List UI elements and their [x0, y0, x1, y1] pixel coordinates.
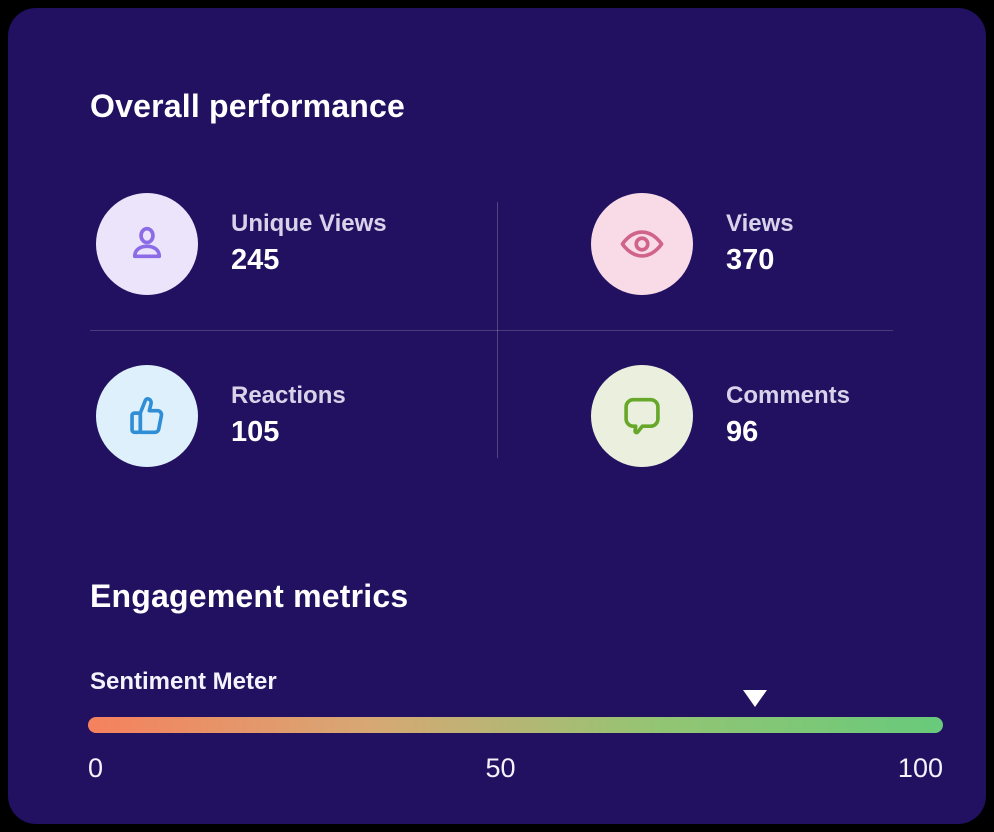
vertical-divider	[497, 202, 498, 458]
metric-value: 105	[231, 416, 280, 449]
overall-performance-title: Overall performance	[90, 88, 406, 124]
analytics-card: Overall performance Unique Views 245 Vie…	[8, 8, 986, 824]
scale-max-label: 100	[897, 753, 943, 783]
metric-label: Comments	[726, 381, 851, 409]
metric-label: Views	[726, 209, 794, 237]
sentiment-gradient-bar	[88, 717, 943, 733]
metric-label: Unique Views	[231, 209, 387, 237]
sentiment-meter-label: Sentiment Meter	[90, 668, 277, 695]
thumbs-up-icon-circle	[96, 365, 198, 467]
metric-label: Reactions	[231, 381, 346, 409]
person-icon	[132, 226, 162, 259]
comment-icon	[624, 397, 660, 435]
scale-mid-label: 50	[485, 753, 516, 783]
metric-views: Views 370	[591, 192, 794, 296]
sentiment-marker-icon[interactable]	[742, 690, 767, 707]
metric-value: 245	[231, 244, 280, 277]
eye-icon-circle	[591, 193, 693, 295]
horizontal-divider	[90, 330, 893, 331]
scale-min-label: 0	[88, 753, 104, 783]
person-icon-circle	[96, 193, 198, 295]
engagement-metrics-title: Engagement metrics	[90, 578, 409, 614]
sentiment-scale: 0 50 100	[88, 753, 943, 784]
comment-icon-circle	[591, 365, 693, 467]
metric-comments: Comments 96	[591, 364, 850, 468]
metric-value: 96	[726, 416, 759, 449]
metric-value: 370	[726, 244, 775, 277]
metric-reactions: Reactions 105	[96, 364, 346, 468]
eye-icon	[620, 230, 664, 258]
thumbs-up-icon	[130, 396, 164, 435]
metric-unique-views: Unique Views 245	[96, 192, 387, 296]
